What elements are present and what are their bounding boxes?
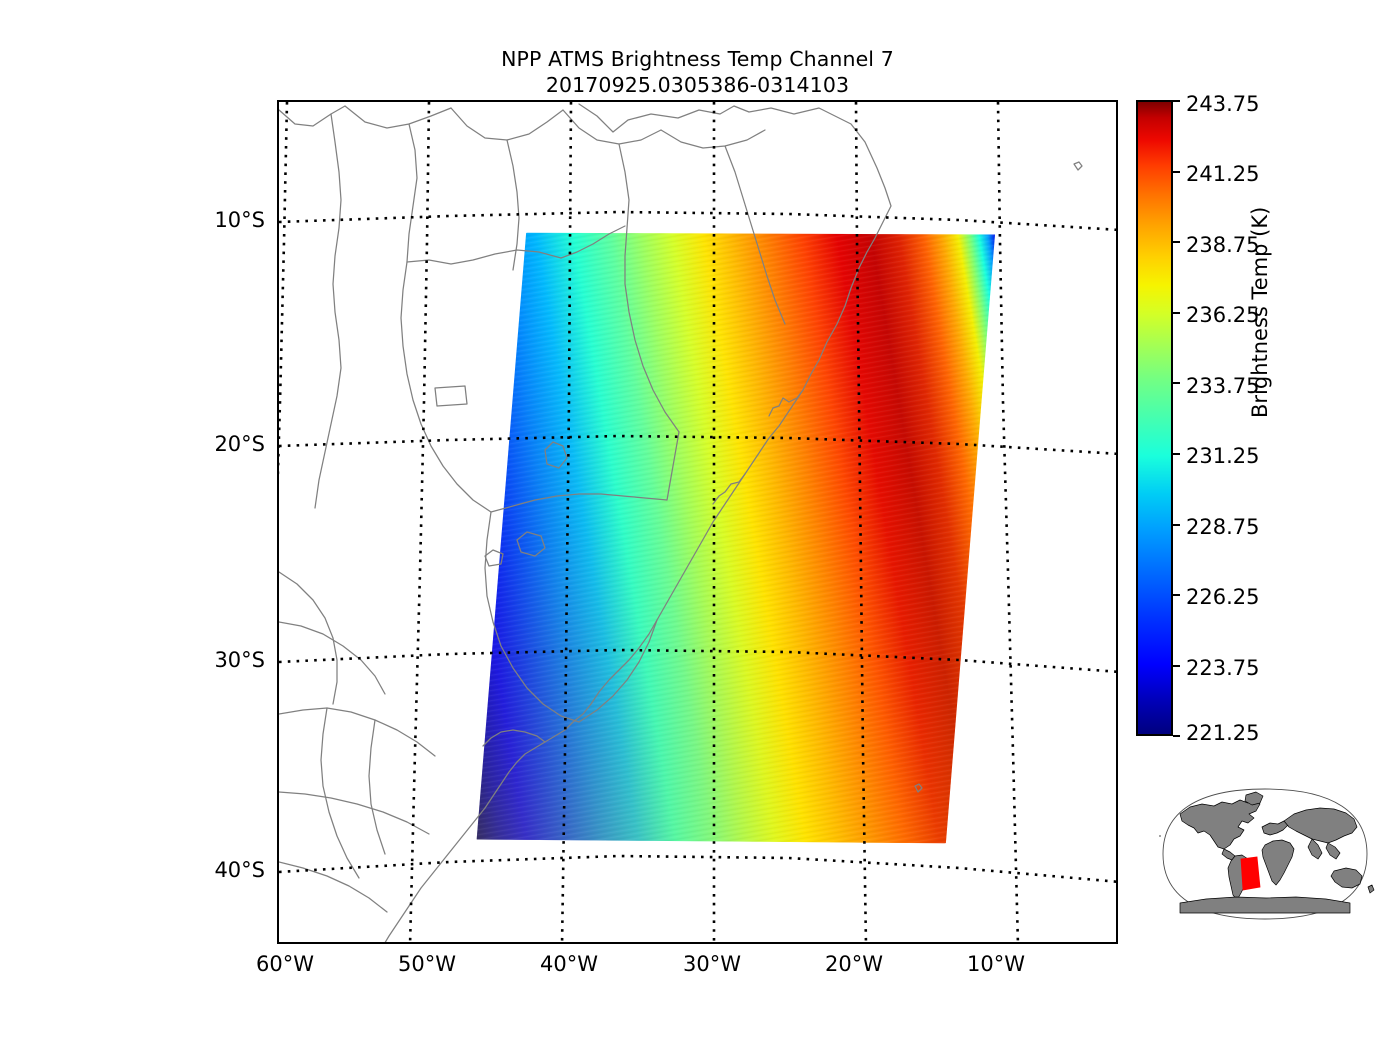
graticule-layer: [279, 102, 1116, 942]
colorbar-label-238-75: 238.75: [1186, 233, 1260, 257]
colorbar-label-236-25: 236.25: [1186, 303, 1260, 327]
colorbar-label-228-75: 228.75: [1186, 515, 1260, 539]
colorbar-tick-5: [1173, 453, 1180, 455]
xtick-label-1: 50°W: [398, 952, 456, 976]
colorbar-tick-2: [1173, 241, 1180, 243]
colorbar-tick-7: [1173, 594, 1180, 596]
colorbar-label-233-75: 233.75: [1186, 374, 1260, 398]
parallel-30S: [279, 648, 1116, 674]
colorbar-label-231-25: 231.25: [1186, 444, 1260, 468]
inset-globe-graphics: [1159, 788, 1375, 920]
parallel-40S: [279, 854, 1116, 883]
colorbar-tick-4: [1173, 382, 1180, 384]
atms-swath-raster: [378, 155, 1094, 921]
swath-coverage-box: [1240, 856, 1261, 891]
map-plot-area[interactable]: [277, 100, 1118, 944]
meridian-40W: [560, 102, 573, 942]
ytick-label-0: 10°S: [214, 208, 265, 232]
colorbar-label-226-25: 226.25: [1186, 585, 1260, 609]
colorbar-label-241-25: 241.25: [1186, 162, 1260, 186]
colorbar-tick-1: [1173, 171, 1180, 173]
meridian-60W: [279, 102, 289, 481]
xtick-label-0: 60°W: [256, 952, 314, 976]
meridian-50W: [408, 102, 431, 942]
colorbar-gradient: [1138, 102, 1171, 734]
xtick-label-3: 30°W: [683, 952, 741, 976]
xtick-label-4: 20°W: [825, 952, 883, 976]
inset-landmasses: [1179, 791, 1375, 914]
colorbar[interactable]: [1136, 100, 1173, 736]
meridian-10W: [996, 102, 1020, 942]
figure-title: NPP ATMS Brightness Temp Channel 7 20170…: [277, 46, 1118, 98]
map-graphics: [279, 102, 1116, 942]
ytick-label-1: 20°S: [214, 432, 265, 456]
coastline-layer: [279, 103, 1083, 942]
colorbar-tick-8: [1173, 665, 1180, 667]
xtick-label-5: 10°W: [967, 952, 1025, 976]
colorbar-label-221-25: 221.25: [1186, 721, 1260, 745]
colorbar-label-243-75: 243.75: [1186, 92, 1260, 116]
colorbar-label-223-75: 223.75: [1186, 656, 1260, 680]
title-line-timestamp: 20170925.0305386-0314103: [545, 73, 850, 97]
colorbar-tick-3: [1173, 312, 1180, 314]
title-line-primary: NPP ATMS Brightness Temp Channel 7: [501, 47, 894, 71]
colorbar-tick-0: [1173, 100, 1180, 102]
parallel-10S: [279, 210, 1116, 232]
meridian-20W: [854, 102, 868, 942]
xtick-label-2: 40°W: [540, 952, 598, 976]
world-locator-inset: [1136, 783, 1394, 925]
colorbar-tick-9: [1173, 735, 1180, 737]
colorbar-axis-label: Brightness Temp (K): [1248, 206, 1272, 418]
ytick-label-3: 40°S: [214, 858, 265, 882]
inset-speck: [1159, 835, 1161, 837]
ytick-label-2: 30°S: [214, 648, 265, 672]
parallel-20S: [279, 434, 1116, 456]
colorbar-tick-6: [1173, 524, 1180, 526]
